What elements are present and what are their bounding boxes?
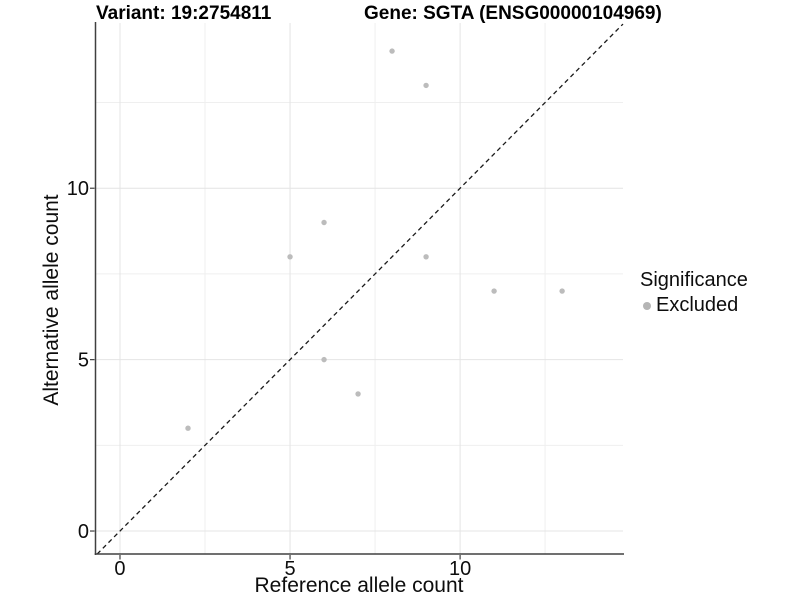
plot-title-gene: Gene: SGTA (ENSG00000104969) bbox=[364, 3, 662, 24]
y-tick-label: 0 bbox=[78, 521, 89, 543]
legend: Significance Excluded bbox=[640, 269, 748, 317]
x-tick-label: 10 bbox=[449, 558, 471, 580]
legend-title: Significance bbox=[640, 269, 748, 291]
data-point bbox=[491, 288, 497, 294]
data-point bbox=[423, 82, 429, 89]
data-point bbox=[185, 425, 191, 431]
identity-reference-line bbox=[96, 23, 624, 555]
data-point bbox=[389, 48, 395, 54]
data-point bbox=[559, 288, 565, 294]
data-point bbox=[423, 254, 429, 260]
x-tick-label: 0 bbox=[114, 558, 125, 580]
y-axis-title: Alternative allele count bbox=[40, 194, 63, 406]
data-point bbox=[355, 391, 361, 397]
data-point bbox=[287, 254, 293, 260]
x-tick-label: 5 bbox=[284, 558, 295, 580]
legend-key-dot-icon bbox=[643, 301, 651, 310]
legend-item-excluded: Excluded bbox=[640, 294, 748, 317]
data-point bbox=[321, 219, 327, 226]
y-tick-label: 10 bbox=[67, 178, 89, 200]
legend-item-label: Excluded bbox=[656, 294, 739, 316]
data-point bbox=[321, 356, 327, 363]
plot-title-variant: Variant: 19:2754811 bbox=[96, 3, 272, 24]
x-axis-title: Reference allele count bbox=[254, 574, 464, 597]
y-tick-label: 5 bbox=[78, 350, 89, 372]
